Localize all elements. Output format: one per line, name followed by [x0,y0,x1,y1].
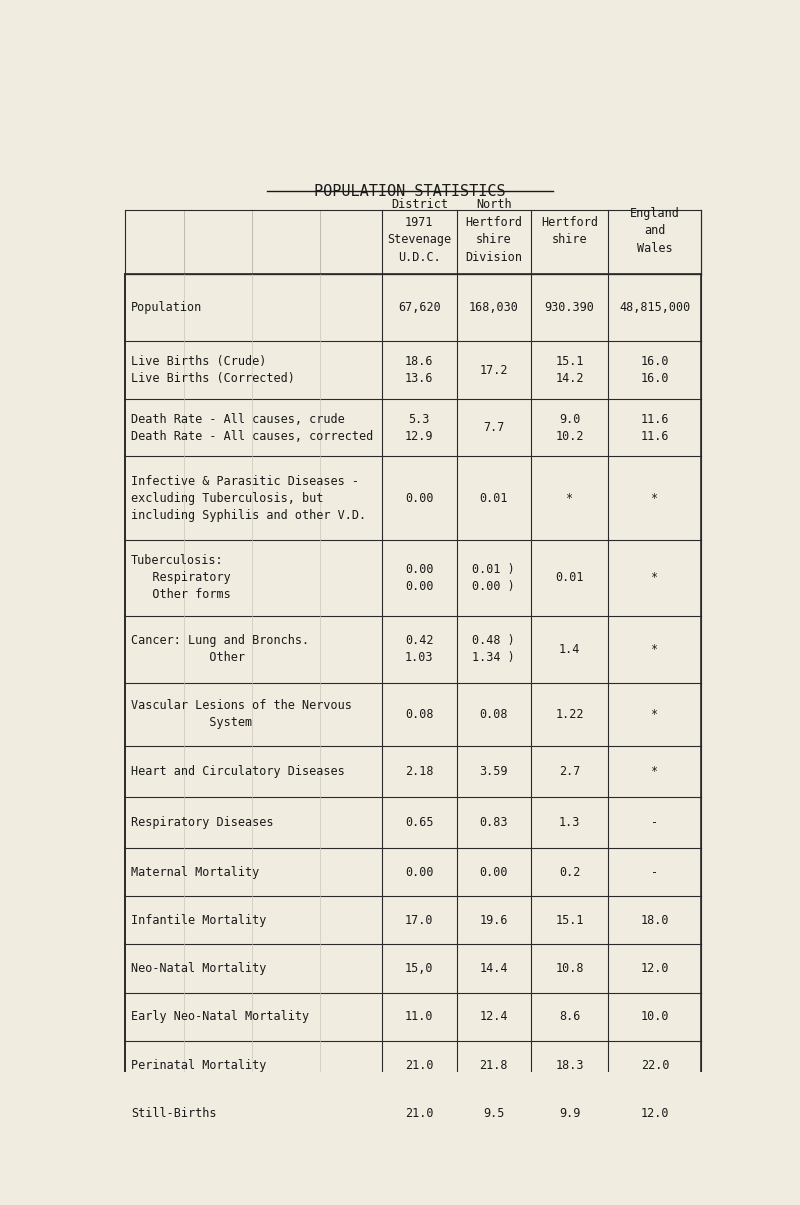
Text: *: * [651,642,658,656]
Text: 15,0: 15,0 [405,962,434,975]
Text: Respiratory Diseases: Respiratory Diseases [131,816,274,829]
Text: 0.00
0.00: 0.00 0.00 [405,563,434,593]
Text: District
1971
Stevenage
U.D.C.: District 1971 Stevenage U.D.C. [387,198,451,264]
Text: *: * [651,765,658,778]
Text: 0.65: 0.65 [405,816,434,829]
Text: North
Hertford
shire
Division: North Hertford shire Division [466,198,522,264]
Text: Tuberculosis:
   Respiratory
   Other forms: Tuberculosis: Respiratory Other forms [131,554,230,601]
Text: 2.7: 2.7 [559,765,580,778]
Text: 18.0: 18.0 [641,913,669,927]
Text: 5.3
12.9: 5.3 12.9 [405,412,434,442]
Text: 0.2: 0.2 [559,865,580,878]
Text: 2.18: 2.18 [405,765,434,778]
Text: Heart and Circulatory Diseases: Heart and Circulatory Diseases [131,765,345,778]
Text: 15.1
14.2: 15.1 14.2 [555,355,584,386]
Text: Hertford
shire: Hertford shire [541,216,598,246]
Text: 1.22: 1.22 [555,707,584,721]
Text: 0.01: 0.01 [555,571,584,584]
Text: 11.0: 11.0 [405,1010,434,1023]
Text: *: * [651,492,658,505]
Text: Population: Population [131,301,202,315]
Text: 67,620: 67,620 [398,301,441,315]
Text: 14.4: 14.4 [479,962,508,975]
Text: 19.6: 19.6 [479,913,508,927]
Text: Neo-Natal Mortality: Neo-Natal Mortality [131,962,266,975]
Text: Infective & Parasitic Diseases -
excluding Tuberculosis, but
including Syphilis : Infective & Parasitic Diseases - excludi… [131,475,366,522]
Text: 0.83: 0.83 [479,816,508,829]
Text: 0.00: 0.00 [479,865,508,878]
Text: 12.0: 12.0 [641,962,669,975]
Text: Death Rate - All causes, crude
Death Rate - All causes, corrected: Death Rate - All causes, crude Death Rat… [131,412,374,442]
Text: 0.08: 0.08 [479,707,508,721]
Text: 10.8: 10.8 [555,962,584,975]
Text: 168,030: 168,030 [469,301,518,315]
Text: 0.42
1.03: 0.42 1.03 [405,634,434,664]
Text: -: - [651,865,658,878]
Text: 22.0: 22.0 [641,1058,669,1071]
Text: England
and
Wales: England and Wales [630,207,680,255]
Text: 0.00: 0.00 [405,492,434,505]
Text: 18.6
13.6: 18.6 13.6 [405,355,434,386]
Text: 12.4: 12.4 [479,1010,508,1023]
Text: Live Births (Crude)
Live Births (Corrected): Live Births (Crude) Live Births (Correct… [131,355,295,386]
Text: 18.3: 18.3 [555,1058,584,1071]
Text: *: * [651,707,658,721]
Text: 21.8: 21.8 [479,1058,508,1071]
Text: Infantile Mortality: Infantile Mortality [131,913,266,927]
Text: 1.4: 1.4 [559,642,580,656]
Text: 9.5: 9.5 [483,1106,504,1119]
Text: 0.01: 0.01 [479,492,508,505]
Text: Maternal Mortality: Maternal Mortality [131,865,259,878]
Text: POPULATION STATISTICS: POPULATION STATISTICS [314,183,506,199]
Text: Cancer: Lung and Bronchs.
           Other: Cancer: Lung and Bronchs. Other [131,634,309,664]
Text: 1.3: 1.3 [559,816,580,829]
Text: 21.0: 21.0 [405,1058,434,1071]
Text: 11.6
11.6: 11.6 11.6 [641,412,669,442]
Text: 17.0: 17.0 [405,913,434,927]
Text: 17.2: 17.2 [479,364,508,377]
Text: *: * [651,571,658,584]
Text: 9.9: 9.9 [559,1106,580,1119]
Text: 0.48 )
1.34 ): 0.48 ) 1.34 ) [472,634,515,664]
Text: 15.1: 15.1 [555,913,584,927]
Text: 48,815,000: 48,815,000 [619,301,690,315]
Text: 10.0: 10.0 [641,1010,669,1023]
Text: *: * [566,492,574,505]
Text: 3.59: 3.59 [479,765,508,778]
Text: 12.0: 12.0 [641,1106,669,1119]
Text: 0.08: 0.08 [405,707,434,721]
Text: 0.00: 0.00 [405,865,434,878]
Text: 16.0
16.0: 16.0 16.0 [641,355,669,386]
Text: 0.01 )
0.00 ): 0.01 ) 0.00 ) [472,563,515,593]
Text: Perinatal Mortality: Perinatal Mortality [131,1058,266,1071]
Text: 930.390: 930.390 [545,301,594,315]
Text: -: - [651,816,658,829]
Text: Vascular Lesions of the Nervous
           System: Vascular Lesions of the Nervous System [131,699,352,729]
Text: 8.6: 8.6 [559,1010,580,1023]
Text: Still-Births: Still-Births [131,1106,217,1119]
Text: 9.0
10.2: 9.0 10.2 [555,412,584,442]
Text: 7.7: 7.7 [483,421,504,434]
Text: Early Neo-Natal Mortality: Early Neo-Natal Mortality [131,1010,309,1023]
Text: 21.0: 21.0 [405,1106,434,1119]
